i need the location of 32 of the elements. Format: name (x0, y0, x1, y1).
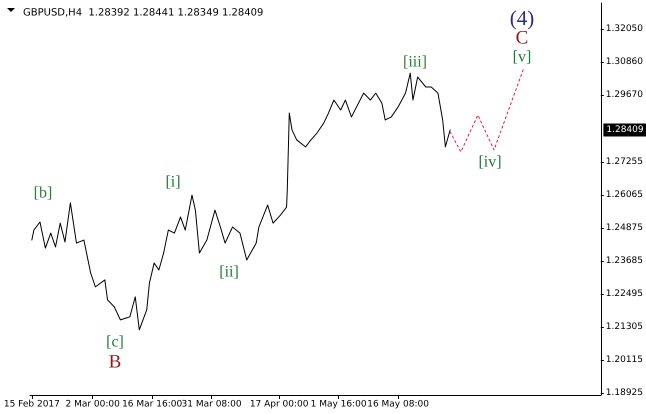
annotation: [c] (106, 334, 124, 350)
text: 1.28409 (606, 125, 644, 135)
y-tick-label: 1.21305 (606, 322, 643, 332)
annotation: C (516, 28, 528, 48)
y-tick-label: 1.29670 (606, 90, 644, 100)
y-tick-label: 1.30860 (606, 57, 644, 68)
x-tick-label: 16 May 08:00 (367, 400, 430, 410)
line-series (31, 72, 451, 330)
y-tick-label: 1.27255 (606, 156, 643, 167)
y-tick-label: 1.20115 (606, 354, 643, 365)
y-tick-label: 1.23685 (606, 256, 643, 266)
annotation: [v] (512, 48, 532, 66)
line-series (450, 68, 524, 152)
annotation: (4) (510, 6, 534, 30)
x-tick-label: 15 Feb 2017 (4, 400, 60, 410)
annotation: [b] (34, 184, 52, 202)
y-tick-label: 1.32050 (606, 24, 644, 34)
chart-title: GBPUSD,H4 1.28392 1.28441 1.28349 1.28409 (23, 8, 264, 18)
x-tick-label: 31 Mar 08:00 (182, 400, 242, 410)
annotation: B (108, 352, 122, 372)
y-tick-label: 1.22495 (606, 288, 643, 299)
x-tick-label: 17 Apr 00:00 (250, 400, 309, 410)
x-tick-label: 2 Mar 00:00 (65, 400, 120, 410)
y-tick-label: 1.26065 (606, 190, 643, 200)
annotation: [iv] (478, 154, 502, 170)
y-tick-label: 1.18925 (606, 388, 643, 398)
x-tick-label: 1 May 16:00 (310, 400, 367, 410)
y-tick-label: 1.24875 (606, 222, 643, 233)
annotation: [ii] (219, 264, 239, 280)
x-tick-label: 16 Mar 16:00 (122, 400, 182, 410)
annotation: [i] (165, 174, 181, 190)
annotation: [iii] (403, 54, 427, 70)
